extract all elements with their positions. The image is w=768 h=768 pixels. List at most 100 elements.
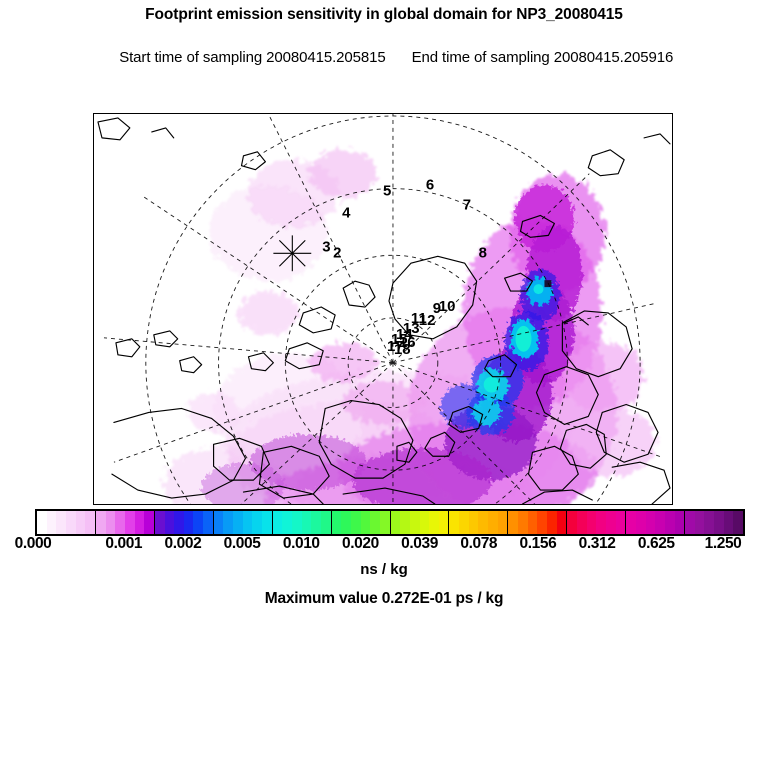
map-label-2: 2 <box>333 244 341 261</box>
colorbar-step-5-1 <box>341 511 351 534</box>
colorbar-tick-5: 0.020 <box>342 535 379 552</box>
colorbar-step-3-3 <box>242 511 253 534</box>
colorbar-step-2-3 <box>183 511 194 534</box>
start-time-label: Start time of sampling 20080415.205815 <box>119 49 386 66</box>
colorbar-step-10-0 <box>626 511 636 534</box>
colorbar-step-10-5 <box>674 511 685 534</box>
colorbar-step-10-2 <box>645 511 656 534</box>
colorbar-step-3-2 <box>233 511 243 534</box>
colorbar-step-1-0 <box>95 511 106 534</box>
sampling-times-line: Start time of sampling 20080415.205815 En… <box>0 25 768 91</box>
colorbar-step-1-4 <box>134 511 145 534</box>
colorbar-segment-2 <box>154 511 214 534</box>
colorbar-tick-4: 0.010 <box>282 535 320 552</box>
colorbar-step-1-2 <box>115 511 125 534</box>
colorbar-segment-5 <box>331 511 391 534</box>
map-label-8: 8 <box>479 244 487 261</box>
colorbar-units-label: ns / kg <box>360 561 408 578</box>
colorbar-tick-0: 0.000 <box>14 535 52 552</box>
map-label-3: 3 <box>322 238 330 255</box>
colorbar <box>35 509 745 536</box>
colorbar-step-7-0 <box>449 511 460 534</box>
page-title: Footprint emission sensitivity in global… <box>145 6 623 23</box>
colorbar-step-0-3 <box>65 511 76 534</box>
colorbar-step-8-1 <box>518 511 528 534</box>
colorbar-step-7-1 <box>459 511 469 534</box>
colorbar-segment-9 <box>567 511 627 534</box>
colorbar-wrap <box>35 509 745 536</box>
colorbar-segment-11 <box>685 511 744 534</box>
colorbar-segment-6 <box>390 511 450 534</box>
colorbar-step-1-3 <box>124 511 135 534</box>
colorbar-step-10-1 <box>635 511 646 534</box>
colorbar-step-9-4 <box>605 511 616 534</box>
map-label-12: 12 <box>419 312 436 329</box>
colorbar-step-3-4 <box>252 511 263 534</box>
colorbar-step-5-4 <box>370 511 380 534</box>
colorbar-step-11-5 <box>733 511 744 534</box>
end-time-label: End time of sampling 20080415.205916 <box>411 49 674 66</box>
colorbar-tick-8: 0.156 <box>519 535 557 552</box>
colorbar-step-8-0 <box>508 511 519 534</box>
colorbar-tick-9: 0.312 <box>578 535 616 552</box>
colorbar-tick-2: 0.002 <box>164 535 202 552</box>
map-label-7: 7 <box>463 197 471 214</box>
colorbar-tick-10: 0.625 <box>637 535 675 552</box>
colorbar-tick-6: 0.039 <box>401 535 438 552</box>
colorbar-step-4-3 <box>301 511 312 534</box>
colorbar-step-2-0 <box>154 511 165 534</box>
colorbar-step-7-5 <box>497 511 508 534</box>
colorbar-segment-3 <box>213 511 273 534</box>
release-point-marker <box>273 235 312 272</box>
colorbar-step-5-5 <box>379 511 390 534</box>
colorbar-segment-7 <box>449 511 509 534</box>
colorbar-step-10-4 <box>664 511 675 534</box>
colorbar-segment-8 <box>508 511 568 534</box>
colorbar-step-5-2 <box>350 511 361 534</box>
trajectory-labels: 5 6 4 7 3 2 8 9 10 11 12 13 14 15 16 17 <box>322 177 487 358</box>
colorbar-step-8-3 <box>537 511 547 534</box>
colorbar-step-4-4 <box>311 511 321 534</box>
colorbar-step-8-2 <box>527 511 538 534</box>
map-panel: 5 6 4 7 3 2 8 9 10 11 12 13 14 15 16 17 <box>93 113 673 505</box>
colorbar-step-3-1 <box>223 511 234 534</box>
colorbar-step-6-4 <box>429 511 439 534</box>
colorbar-step-0-0 <box>37 511 47 534</box>
colorbar-step-11-3 <box>714 511 724 534</box>
colorbar-step-9-1 <box>576 511 587 534</box>
colorbar-step-2-4 <box>193 511 204 534</box>
colorbar-step-0-2 <box>56 511 66 534</box>
colorbar-tick-3: 0.005 <box>223 535 261 552</box>
colorbar-step-7-3 <box>478 511 489 534</box>
colorbar-segment-4 <box>272 511 332 534</box>
map-label-18: 18 <box>394 341 411 358</box>
colorbar-step-11-1 <box>694 511 705 534</box>
colorbar-step-4-0 <box>272 511 283 534</box>
colorbar-step-6-5 <box>438 511 449 534</box>
colorbar-step-3-0 <box>213 511 224 534</box>
colorbar-step-9-5 <box>615 511 626 534</box>
colorbar-step-10-3 <box>655 511 665 534</box>
colorbar-tick-7: 0.078 <box>460 535 498 552</box>
colorbar-step-0-4 <box>75 511 86 534</box>
colorbar-step-4-1 <box>282 511 292 534</box>
colorbar-step-2-1 <box>164 511 175 534</box>
map-label-17: 17 <box>387 338 404 355</box>
colorbar-tick-1: 0.001 <box>105 535 143 552</box>
maximum-value-label: Maximum value 0.272E-01 ps / kg <box>264 590 504 607</box>
polar-map: 5 6 4 7 3 2 8 9 10 11 12 13 14 15 16 17 <box>94 114 672 504</box>
colorbar-step-9-0 <box>567 511 577 534</box>
colorbar-step-1-1 <box>105 511 116 534</box>
colorbar-step-6-0 <box>390 511 401 534</box>
colorbar-step-4-2 <box>292 511 302 534</box>
map-label-9: 9 <box>433 300 441 317</box>
colorbar-segment-10 <box>626 511 686 534</box>
map-label-13: 13 <box>403 320 420 337</box>
colorbar-step-0-1 <box>46 511 57 534</box>
colorbar-step-6-1 <box>400 511 410 534</box>
map-label-6: 6 <box>426 177 434 194</box>
colorbar-tick-labels: 0.000 0.001 0.002 0.005 0.010 0.020 0.039 0.078… <box>0 535 768 555</box>
graticule <box>103 114 663 504</box>
colorbar-step-6-2 <box>409 511 420 534</box>
